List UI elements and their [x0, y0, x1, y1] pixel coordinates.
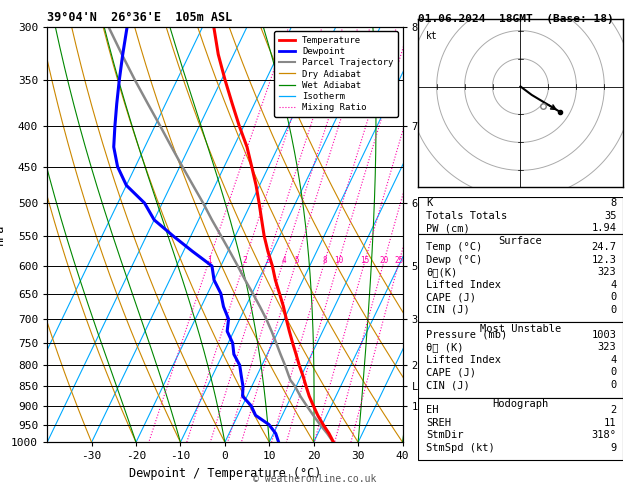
Text: 25: 25 — [395, 256, 404, 265]
Text: 0: 0 — [610, 292, 616, 302]
Text: 2: 2 — [243, 256, 247, 265]
Text: 8: 8 — [610, 198, 616, 208]
Text: 15: 15 — [360, 256, 370, 265]
Bar — [418, 197, 623, 234]
Text: 20: 20 — [380, 256, 389, 265]
Bar — [418, 322, 623, 398]
Text: 323: 323 — [598, 267, 616, 277]
Text: CIN (J): CIN (J) — [426, 305, 470, 315]
Text: 1003: 1003 — [592, 330, 616, 340]
Text: Lifted Index: Lifted Index — [426, 355, 501, 365]
Text: 3: 3 — [265, 256, 270, 265]
Text: 0: 0 — [610, 305, 616, 315]
Text: 8: 8 — [323, 256, 328, 265]
Text: Temp (°C): Temp (°C) — [426, 242, 482, 252]
Text: 12.3: 12.3 — [592, 255, 616, 264]
Text: CAPE (J): CAPE (J) — [426, 292, 476, 302]
Text: 5: 5 — [294, 256, 299, 265]
Text: 318°: 318° — [592, 430, 616, 440]
Text: SREH: SREH — [426, 417, 452, 428]
Text: EH: EH — [426, 405, 439, 415]
Text: CIN (J): CIN (J) — [426, 380, 470, 390]
Text: Dewp (°C): Dewp (°C) — [426, 255, 482, 264]
Text: 01.06.2024  18GMT  (Base: 18): 01.06.2024 18GMT (Base: 18) — [418, 14, 614, 24]
Text: kt: kt — [425, 31, 437, 41]
Text: 39°04'N  26°36'E  105m ASL: 39°04'N 26°36'E 105m ASL — [47, 11, 233, 24]
Text: Lifted Index: Lifted Index — [426, 279, 501, 290]
Text: 1: 1 — [207, 256, 211, 265]
Legend: Temperature, Dewpoint, Parcel Trajectory, Dry Adiabat, Wet Adiabat, Isotherm, Mi: Temperature, Dewpoint, Parcel Trajectory… — [274, 31, 398, 117]
Text: 0: 0 — [610, 380, 616, 390]
Text: 24.7: 24.7 — [592, 242, 616, 252]
Text: Totals Totals: Totals Totals — [426, 210, 508, 221]
Text: 35: 35 — [604, 210, 616, 221]
Text: 323: 323 — [598, 342, 616, 352]
Text: 11: 11 — [604, 417, 616, 428]
Text: K: K — [426, 198, 433, 208]
Text: 2: 2 — [610, 405, 616, 415]
Text: Surface: Surface — [499, 236, 542, 246]
Text: 1.94: 1.94 — [592, 223, 616, 233]
Bar — [418, 398, 623, 460]
Text: 4: 4 — [610, 279, 616, 290]
Text: PW (cm): PW (cm) — [426, 223, 470, 233]
Text: θᴇ(K): θᴇ(K) — [426, 267, 458, 277]
Text: θᴇ (K): θᴇ (K) — [426, 342, 464, 352]
Text: © weatheronline.co.uk: © weatheronline.co.uk — [253, 473, 376, 484]
Y-axis label: hPa: hPa — [0, 224, 6, 245]
Text: StmSpd (kt): StmSpd (kt) — [426, 443, 495, 453]
Text: 4: 4 — [610, 355, 616, 365]
Text: Hodograph: Hodograph — [493, 399, 548, 409]
Text: CAPE (J): CAPE (J) — [426, 367, 476, 378]
Text: 4: 4 — [281, 256, 286, 265]
Text: Most Unstable: Most Unstable — [480, 324, 561, 333]
Text: 9: 9 — [610, 443, 616, 453]
Text: 0: 0 — [610, 367, 616, 378]
X-axis label: Dewpoint / Temperature (°C): Dewpoint / Temperature (°C) — [129, 467, 321, 480]
Text: StmDir: StmDir — [426, 430, 464, 440]
Text: 10: 10 — [335, 256, 343, 265]
Y-axis label: km
ASL: km ASL — [425, 235, 442, 256]
Text: Pressure (mb): Pressure (mb) — [426, 330, 508, 340]
Bar — [418, 234, 623, 322]
